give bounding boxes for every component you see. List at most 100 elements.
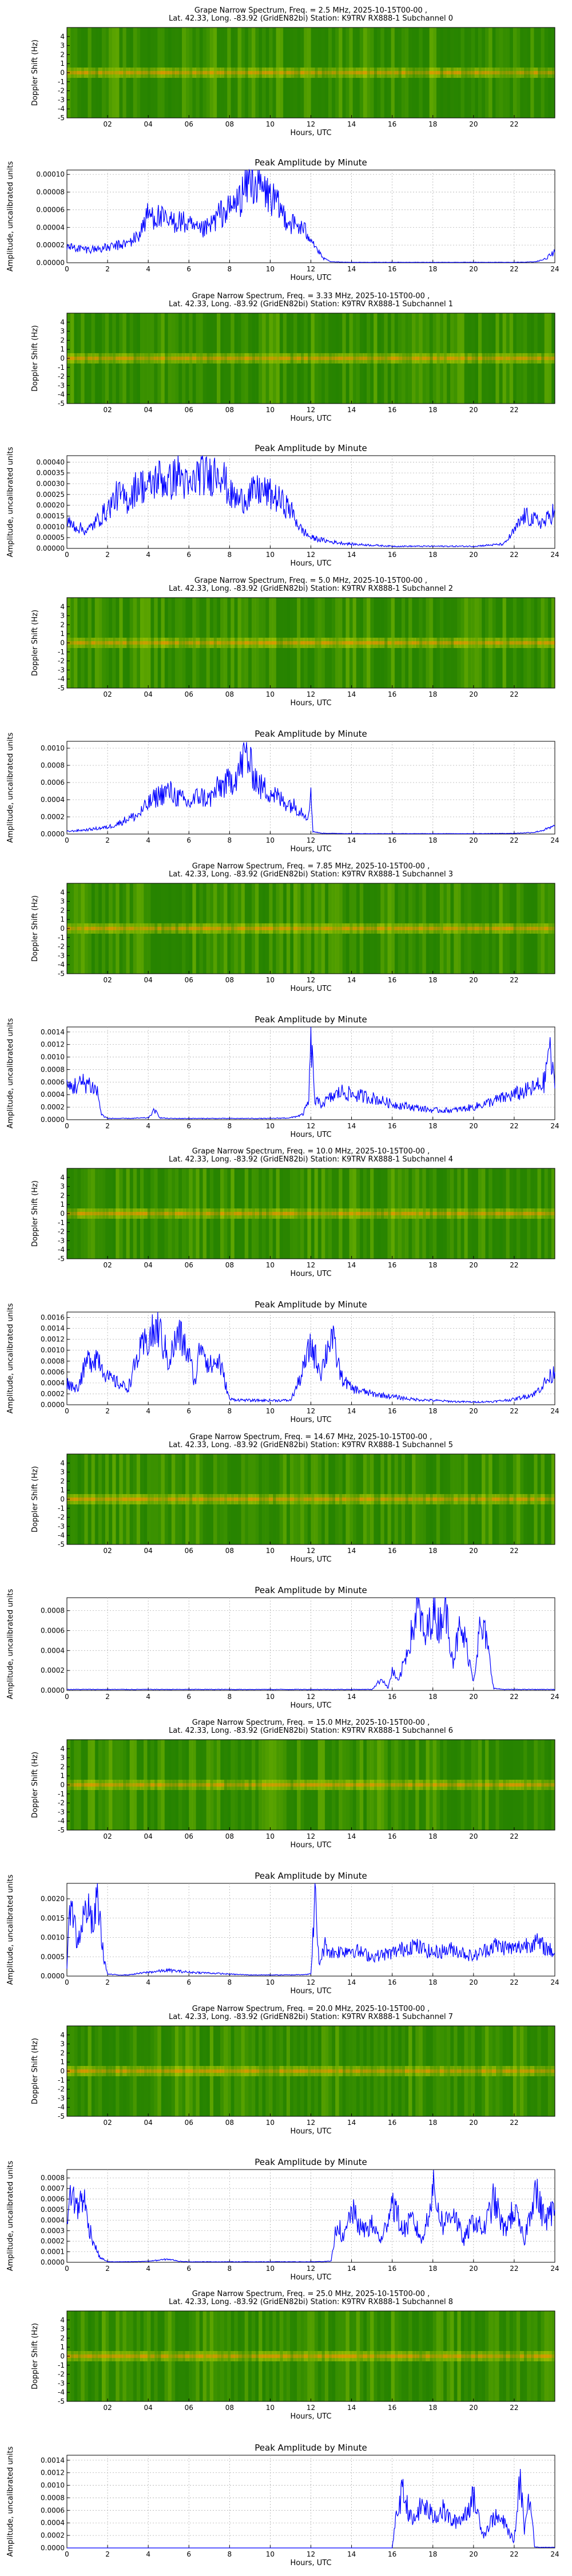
spectrogram-panel-0: Grape Narrow Spectrum, Freq. = 2.5 MHz, … (31, 6, 555, 137)
y-axis-label: Amplitude, uncalibrated units (6, 2446, 15, 2557)
amplitude-tick-label: 0.0002 (41, 2531, 65, 2539)
spectrum-title-line2: Lat. 42.33, Long. -83.92 (GridEN82bi) St… (169, 584, 453, 593)
hour-tick-label: 20 (469, 1122, 478, 1130)
doppler-tick-label: 1 (60, 915, 65, 923)
hour-tick-label: 18 (428, 2404, 437, 2412)
hour-tick-label: 12 (307, 551, 315, 559)
hour-tick-label: 12 (307, 1978, 315, 1986)
spectrum-title-line1: Grape Narrow Spectrum, Freq. = 10.0 MHz,… (192, 1147, 430, 1156)
doppler-tick-label: -2 (58, 1514, 65, 1522)
x-axis-label: Hours, UTC (290, 1841, 331, 1850)
hour-tick-label: 22 (510, 2119, 518, 2127)
x-axis-label: Hours, UTC (290, 274, 331, 282)
doppler-tick-label: 4 (60, 603, 65, 611)
doppler-tick-label: -2 (58, 2085, 65, 2093)
doppler-tick-label: -2 (58, 373, 65, 381)
hour-tick-label: 18 (428, 976, 437, 984)
hour-tick-label: 18 (428, 2550, 437, 2558)
hour-tick-label: 18 (428, 836, 437, 844)
amplitude-tick-label: 0.00002 (36, 241, 65, 249)
doppler-tick-label: 2 (60, 1191, 65, 1199)
hour-tick-label: 04 (144, 406, 153, 414)
hour-tick-label: 02 (103, 406, 112, 414)
amplitude-tick-label: 0.0002 (41, 1666, 65, 1674)
doppler-tick-label: 0 (60, 1210, 65, 1218)
hour-tick-label: 04 (144, 1261, 153, 1269)
spectrum-title-line1: Grape Narrow Spectrum, Freq. = 2.5 MHz, … (194, 6, 427, 15)
hour-tick-label: 10 (266, 976, 275, 984)
amplitude-tick-label: 0.0004 (41, 2519, 65, 2527)
hour-tick-label: 14 (347, 551, 356, 559)
hour-tick-label: 16 (388, 406, 396, 414)
x-axis-label: Hours, UTC (290, 129, 331, 137)
amplitude-tick-label: 0.0000 (41, 830, 65, 838)
hour-tick-label: 10 (266, 1407, 275, 1415)
hour-tick-label: 2 (105, 2550, 110, 2558)
amplitude-tick-label: 0.0008 (41, 1357, 65, 1365)
hour-tick-label: 04 (144, 1547, 153, 1555)
hour-tick-label: 8 (228, 2550, 232, 2558)
hour-tick-label: 14 (347, 1407, 356, 1415)
doppler-tick-label: -5 (58, 1540, 65, 1548)
doppler-tick-label: -5 (58, 970, 65, 978)
hour-tick-label: 24 (550, 1978, 559, 1986)
hour-tick-label: 16 (388, 836, 396, 844)
carrier-band (67, 638, 555, 648)
y-axis-label: Amplitude, uncalibrated units (6, 161, 15, 271)
hour-tick-label: 06 (185, 120, 193, 128)
hour-tick-label: 08 (225, 976, 234, 984)
hour-tick-label: 20 (469, 120, 478, 128)
amplitude-title: Peak Amplitude by Minute (255, 2443, 367, 2453)
x-axis-label: Hours, UTC (290, 414, 331, 423)
hour-tick-label: 06 (185, 976, 193, 984)
hour-tick-label: 20 (469, 1832, 478, 1840)
doppler-tick-label: -3 (58, 1236, 65, 1244)
amplitude-tick-label: 0.0005 (41, 2206, 65, 2214)
doppler-tick-label: 2 (60, 2334, 65, 2342)
hour-tick-label: 16 (388, 2550, 396, 2558)
doppler-tick-label: -2 (58, 2370, 65, 2379)
x-axis-label: Hours, UTC (290, 2273, 331, 2282)
y-axis-label: Amplitude, uncalibrated units (6, 1303, 15, 1413)
amplitude-tick-label: 0.0012 (41, 1336, 65, 1344)
hour-tick-label: 16 (388, 1122, 396, 1130)
hour-tick-label: 8 (228, 1122, 232, 1130)
hour-tick-label: 2 (105, 551, 110, 559)
doppler-tick-label: 3 (60, 612, 65, 620)
hour-tick-label: 10 (266, 265, 275, 273)
hour-tick-label: 16 (388, 120, 396, 128)
x-axis-label: Hours, UTC (290, 845, 331, 854)
hour-tick-label: 8 (228, 1978, 232, 1986)
amplitude-panel-6: Peak Amplitude by Minute 0.0000 0.0005 0.00… (6, 1871, 559, 1996)
carrier-band (67, 923, 555, 934)
y-axis-label: Doppler Shift (Hz) (31, 895, 39, 962)
amplitude-title: Peak Amplitude by Minute (255, 1014, 367, 1025)
doppler-tick-label: 4 (60, 318, 65, 326)
amplitude-title: Peak Amplitude by Minute (255, 1585, 367, 1595)
hour-tick-label: 06 (185, 690, 193, 698)
amplitude-tick-label: 0.0000 (41, 2544, 65, 2552)
doppler-tick-label: -3 (58, 1522, 65, 1530)
spectrum-title-line1: Grape Narrow Spectrum, Freq. = 3.33 MHz,… (192, 292, 430, 301)
hour-tick-label: 02 (103, 1832, 112, 1840)
hour-tick-label: 06 (185, 1547, 193, 1555)
hour-tick-label: 2 (105, 836, 110, 844)
hour-tick-label: 4 (146, 551, 150, 559)
hour-tick-label: 22 (510, 406, 518, 414)
amplitude-panel-4: Peak Amplitude by Minute 0.0000 0.0002 0.00… (6, 1299, 559, 1424)
doppler-tick-label: 2 (60, 336, 65, 344)
hour-tick-label: 16 (388, 1978, 396, 1986)
hour-tick-label: 6 (186, 265, 191, 273)
carrier-band (67, 2351, 555, 2361)
spectrum-title-line1: Grape Narrow Spectrum, Freq. = 14.67 MHz… (190, 1433, 432, 1441)
hour-tick-label: 2 (105, 2265, 110, 2273)
hour-tick-label: 16 (388, 1832, 396, 1840)
hour-tick-label: 14 (347, 976, 356, 984)
hour-tick-label: 0 (65, 1407, 69, 1415)
spectrum-title-line1: Grape Narrow Spectrum, Freq. = 25.0 MHz,… (192, 2290, 430, 2298)
hour-tick-label: 14 (347, 2265, 356, 2273)
amplitude-tick-label: 0.0007 (41, 2184, 65, 2192)
amplitude-tick-label: 0.0006 (41, 779, 65, 787)
hour-tick-label: 6 (186, 1407, 191, 1415)
amplitude-tick-label: 0.00035 (36, 469, 65, 477)
